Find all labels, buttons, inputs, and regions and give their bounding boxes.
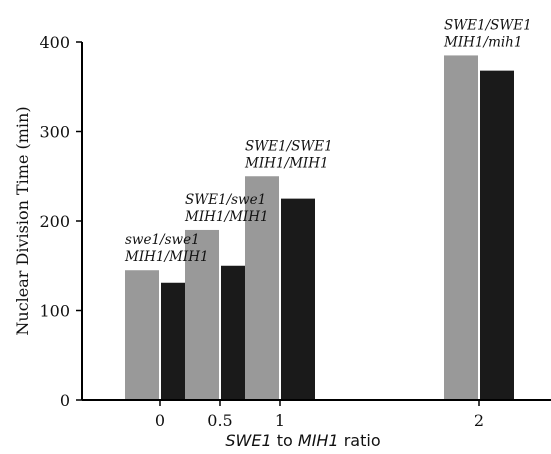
genotype-label-0-line2: MIH1/MIH1 [124, 249, 209, 265]
y-tick-label-300: 300 [39, 123, 70, 142]
genotype-label-2-line1: SWE1/SWE1 [444, 17, 532, 33]
y-tick-label-200: 200 [39, 212, 70, 231]
x-tick-label-2: 2 [474, 411, 484, 430]
genotype-label-0-line1: swe1/swe1 [125, 232, 200, 248]
y-tick-label-400: 400 [39, 33, 70, 52]
bar-series1-0 [125, 270, 159, 400]
y-tick-label-0: 0 [60, 391, 70, 410]
x-axis-label: SWE1 to MIH1 ratio [225, 431, 380, 450]
genotype-label-1-line1: SWE1/SWE1 [245, 138, 333, 154]
y-ticks-group: 0 100 200 300 400 [39, 33, 82, 410]
bar-series2-2 [480, 70, 514, 400]
x-axis-label-gene1: SWE1 [225, 431, 271, 450]
x-axis-label-to: to [272, 431, 298, 450]
genotype-label-1-line2: MIH1/MIH1 [244, 155, 329, 171]
x-axis-label-gene2: MIH1 [298, 431, 339, 450]
y-axis-label: Nuclear Division Time (min) [13, 106, 32, 335]
x-tick-label-0.5: 0.5 [207, 411, 232, 430]
bars-group [125, 55, 514, 401]
genotype-label-0.5-line1: SWE1/swe1 [185, 192, 266, 208]
bar-series1-2 [444, 55, 478, 401]
bar-series2-1 [281, 198, 315, 400]
x-tick-label-0: 0 [155, 411, 165, 430]
x-axis-label-ratio: ratio [339, 431, 381, 450]
genotype-label-0.5-line2: MIH1/MIH1 [184, 209, 269, 225]
x-tick-label-1: 1 [275, 411, 285, 430]
genotype-labels-group: swe1/swe1MIH1/MIH1SWE1/swe1MIH1/MIH1SWE1… [124, 17, 532, 265]
bar-series1-0.5 [185, 229, 219, 400]
x-ticks-group: 0 0.5 1 2 [155, 400, 484, 430]
genotype-label-2-line2: MIH1/mih1 [443, 34, 522, 50]
y-tick-label-100: 100 [39, 302, 70, 321]
bar-series1-1 [245, 176, 279, 400]
